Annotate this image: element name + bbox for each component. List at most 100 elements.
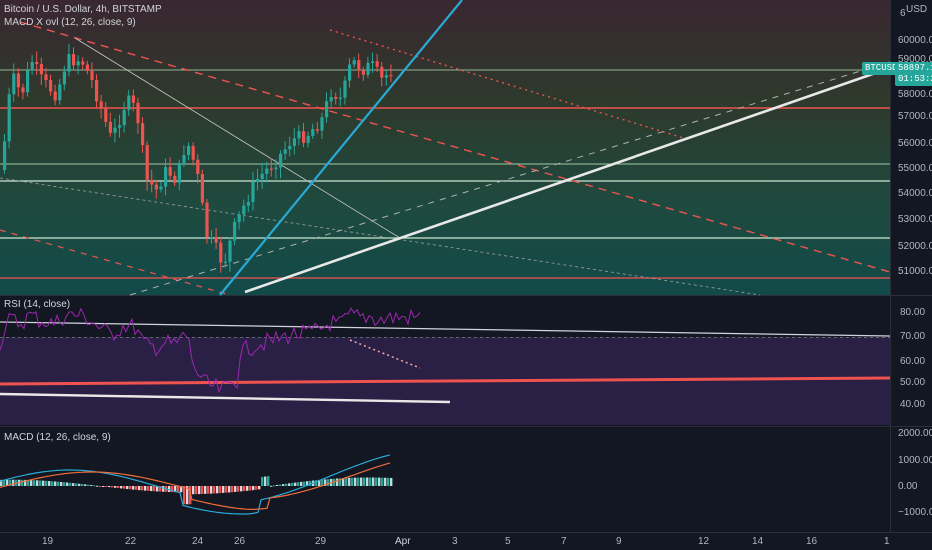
symbol-tag: BTCUSD xyxy=(862,62,901,75)
price-axis-tick: 52000.00 xyxy=(898,241,932,252)
macd-histogram-bar xyxy=(288,483,291,486)
countdown-tag: 01:53:28 xyxy=(895,73,932,86)
candle-body xyxy=(7,94,11,142)
rsi-trendline-upper[interactable] xyxy=(0,321,891,337)
time-axis-tick: 1 xyxy=(884,536,890,547)
macd-histogram-bar xyxy=(57,481,60,486)
candle-body xyxy=(16,73,20,88)
macd-histogram-bar xyxy=(9,479,12,486)
macd-histogram-bar xyxy=(48,481,51,486)
macd-histogram-bar xyxy=(120,486,123,489)
candle-body xyxy=(210,237,214,239)
trendline-red-dotted[interactable] xyxy=(329,29,691,141)
candle-body xyxy=(76,61,80,66)
macd-histogram-bar xyxy=(201,486,204,495)
macd-line[interactable] xyxy=(0,454,391,515)
trendline-thin-grey[interactable] xyxy=(74,37,401,239)
price-axis-tick: 55000.00 xyxy=(898,163,932,174)
candle-body xyxy=(302,131,306,143)
macd-histogram-bar xyxy=(210,486,213,494)
symbol-title[interactable]: Bitcoin / U.S. Dollar, 4h, BITSTAMP xyxy=(4,4,162,15)
macd-histogram-bar xyxy=(198,486,201,495)
rsi-line[interactable] xyxy=(0,307,421,394)
price-axis-tick: 59000.00 xyxy=(898,54,932,65)
macd-histogram-bar xyxy=(246,486,249,491)
trendline-white[interactable] xyxy=(244,66,891,294)
macd-histogram-bar xyxy=(168,486,171,492)
time-axis-tick: 5 xyxy=(505,536,511,547)
candle-body xyxy=(343,80,347,98)
candlestick-series[interactable] xyxy=(3,43,393,273)
candle-body xyxy=(219,242,223,263)
candle-body xyxy=(90,70,94,80)
candle-body xyxy=(380,66,384,78)
price-axis-tick: 60000.00 xyxy=(898,35,932,46)
candle-body xyxy=(127,95,131,110)
macd-histogram-bar xyxy=(183,486,186,505)
rsi-title[interactable]: RSI (14, close) xyxy=(4,299,71,310)
macd-histogram-bar xyxy=(336,478,339,486)
candle-body xyxy=(141,123,145,146)
macd-histogram-bar xyxy=(327,479,330,486)
macd-histogram-bar xyxy=(126,486,129,490)
rsi-trendline-red[interactable] xyxy=(0,376,891,386)
macd-histogram-bar xyxy=(372,477,375,486)
macd-histogram-bar xyxy=(270,485,273,487)
candle-body xyxy=(384,75,388,78)
macd-axis-tick: 1000.00 xyxy=(898,455,932,466)
trendline-red-dashed-upper[interactable] xyxy=(19,21,891,273)
time-axis-tick: 9 xyxy=(616,536,622,547)
rsi-axis-tick: 80.00 xyxy=(900,307,926,318)
candle-body xyxy=(12,73,16,95)
candle-body xyxy=(39,64,43,75)
candle-body xyxy=(3,141,7,170)
macd-histogram-bar xyxy=(240,486,243,492)
indicator-title[interactable]: MACD X ovl (12, 26, close, 9) xyxy=(4,17,136,28)
trendline-blue[interactable] xyxy=(219,0,463,296)
trendline-red-dashed-lower[interactable] xyxy=(0,229,231,296)
candle-body xyxy=(95,79,99,102)
price-axis-tick: 53000.00 xyxy=(898,214,932,225)
macd-histogram-bar xyxy=(306,481,309,486)
macd-histogram-bar xyxy=(111,486,114,488)
trendline-grey-dotted[interactable] xyxy=(0,177,761,296)
macd-pane-background xyxy=(0,427,890,532)
macd-histogram-bar xyxy=(357,477,360,486)
macd-histogram-bar xyxy=(45,480,48,486)
macd-signal-line[interactable] xyxy=(0,462,391,510)
macd-histogram-bar xyxy=(147,486,150,491)
macd-histogram-bar xyxy=(300,481,303,486)
rsi-trendline-white[interactable] xyxy=(0,392,451,404)
macd-title[interactable]: MACD (12, 26, close, 9) xyxy=(4,432,111,443)
rsi-axis-tick: 40.00 xyxy=(900,399,926,410)
trendline-grey-dashed[interactable] xyxy=(129,61,891,296)
candle-body xyxy=(260,173,264,179)
candle-body xyxy=(352,60,356,65)
candle-body xyxy=(200,174,204,203)
macd-histogram-bar xyxy=(384,477,387,486)
macd-axis-tick: 0.00 xyxy=(898,481,918,492)
candle-body xyxy=(62,71,66,85)
macd-axis-tick: −1000.00 xyxy=(898,507,932,518)
candle-body xyxy=(85,64,89,71)
macd-histogram-bar xyxy=(222,486,225,493)
candle-body xyxy=(187,145,191,156)
candle-body xyxy=(389,75,393,77)
macd-histogram-bar xyxy=(90,485,93,487)
candle-body xyxy=(320,117,324,131)
macd-histogram-bar xyxy=(225,486,228,493)
time-axis-tick: 29 xyxy=(315,536,327,547)
macd-histogram-bar xyxy=(108,486,111,488)
price-axis-tick: 54000.00 xyxy=(898,188,932,199)
macd-histogram-bar xyxy=(276,484,279,486)
macd-histogram-bar xyxy=(303,481,306,486)
macd-histogram-bar xyxy=(345,477,348,486)
candle-body xyxy=(136,102,140,124)
macd-histogram-bar xyxy=(66,482,69,486)
macd-histogram-bar xyxy=(42,480,45,486)
candle-body xyxy=(196,159,200,175)
candle-body xyxy=(315,129,319,131)
price-axis-tick: 57000.00 xyxy=(898,111,932,122)
macd-histogram-bar xyxy=(21,479,24,486)
